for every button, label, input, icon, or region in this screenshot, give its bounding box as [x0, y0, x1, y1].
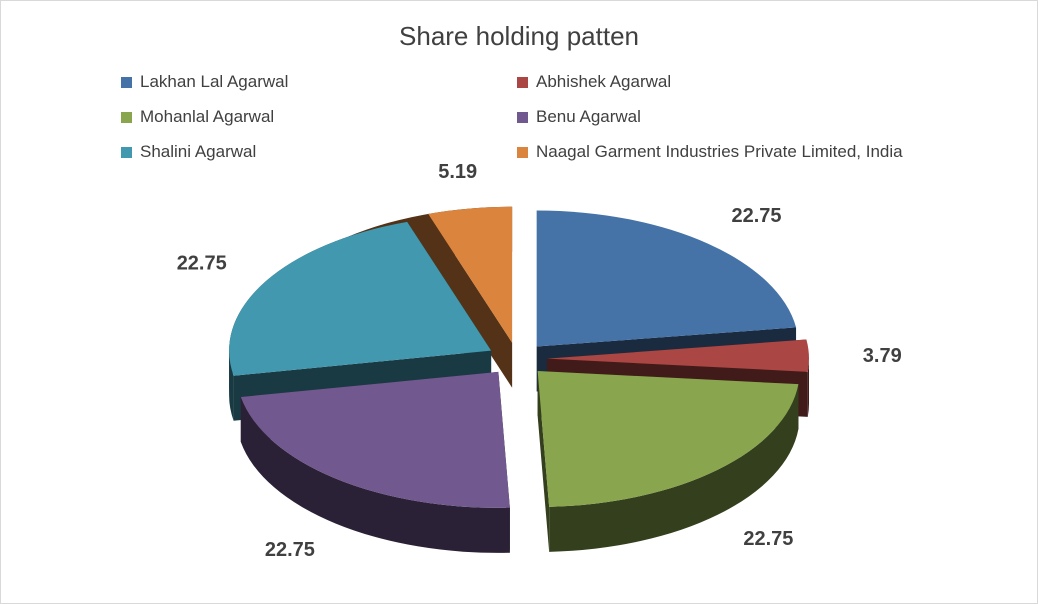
legend-swatch: [517, 146, 528, 158]
legend-item-abhishek-agarwal: Abhishek Agarwal: [517, 71, 957, 93]
legend-swatch: [121, 111, 132, 123]
legend-item-naagal-garment: Naagal Garment Industries Private Limite…: [517, 141, 957, 163]
data-label: 3.79: [863, 345, 902, 367]
data-label: 22.75: [731, 205, 781, 227]
slice-top: [428, 206, 513, 343]
pie-slice: [537, 370, 799, 552]
data-label: 22.75: [743, 528, 793, 550]
legend-swatch: [517, 76, 528, 88]
slice-wall: [428, 213, 513, 388]
legend-label: Benu Agarwal: [536, 107, 641, 126]
slice-outer-wall: [549, 384, 799, 552]
chart-title: Share holding patten: [399, 21, 639, 51]
data-label: 22.75: [177, 253, 227, 275]
slice-top: [229, 221, 492, 376]
legend-label: Mohanlal Agarwal: [140, 107, 275, 126]
data-label: 22.75: [265, 539, 315, 561]
slice-top: [546, 339, 809, 372]
slice-top: [536, 210, 797, 347]
pie-slice: [240, 371, 510, 553]
legend: Lakhan Lal Agarwal Abhishek Agarwal Moha…: [121, 71, 981, 163]
slice-top: [537, 370, 799, 507]
slice-outer-wall: [250, 206, 513, 388]
legend-label: Naagal Garment Industries Private Limite…: [536, 142, 903, 161]
slice-wall: [537, 370, 550, 552]
legend-item-mohanlal-agarwal: Mohanlal Agarwal: [121, 106, 517, 128]
legend-label: Abhishek Agarwal: [536, 72, 672, 91]
data-label: 5.19: [438, 161, 477, 183]
slice-outer-wall: [240, 396, 510, 553]
legend-item-shalini-agarwal: Shalini Agarwal: [121, 141, 517, 163]
legend-swatch: [121, 146, 132, 158]
legend-item-lakhan-lal-agarwal: Lakhan Lal Agarwal: [121, 71, 517, 93]
legend-label: Lakhan Lal Agarwal: [140, 72, 289, 91]
legend-swatch: [517, 111, 528, 123]
slice-outer-wall: [807, 358, 809, 417]
legend-swatch: [121, 76, 132, 88]
pie-slice: [250, 206, 513, 388]
slice-top: [240, 371, 510, 508]
legend-label: Shalini Agarwal: [140, 142, 257, 161]
legend-item-benu-agarwal: Benu Agarwal: [517, 106, 957, 128]
